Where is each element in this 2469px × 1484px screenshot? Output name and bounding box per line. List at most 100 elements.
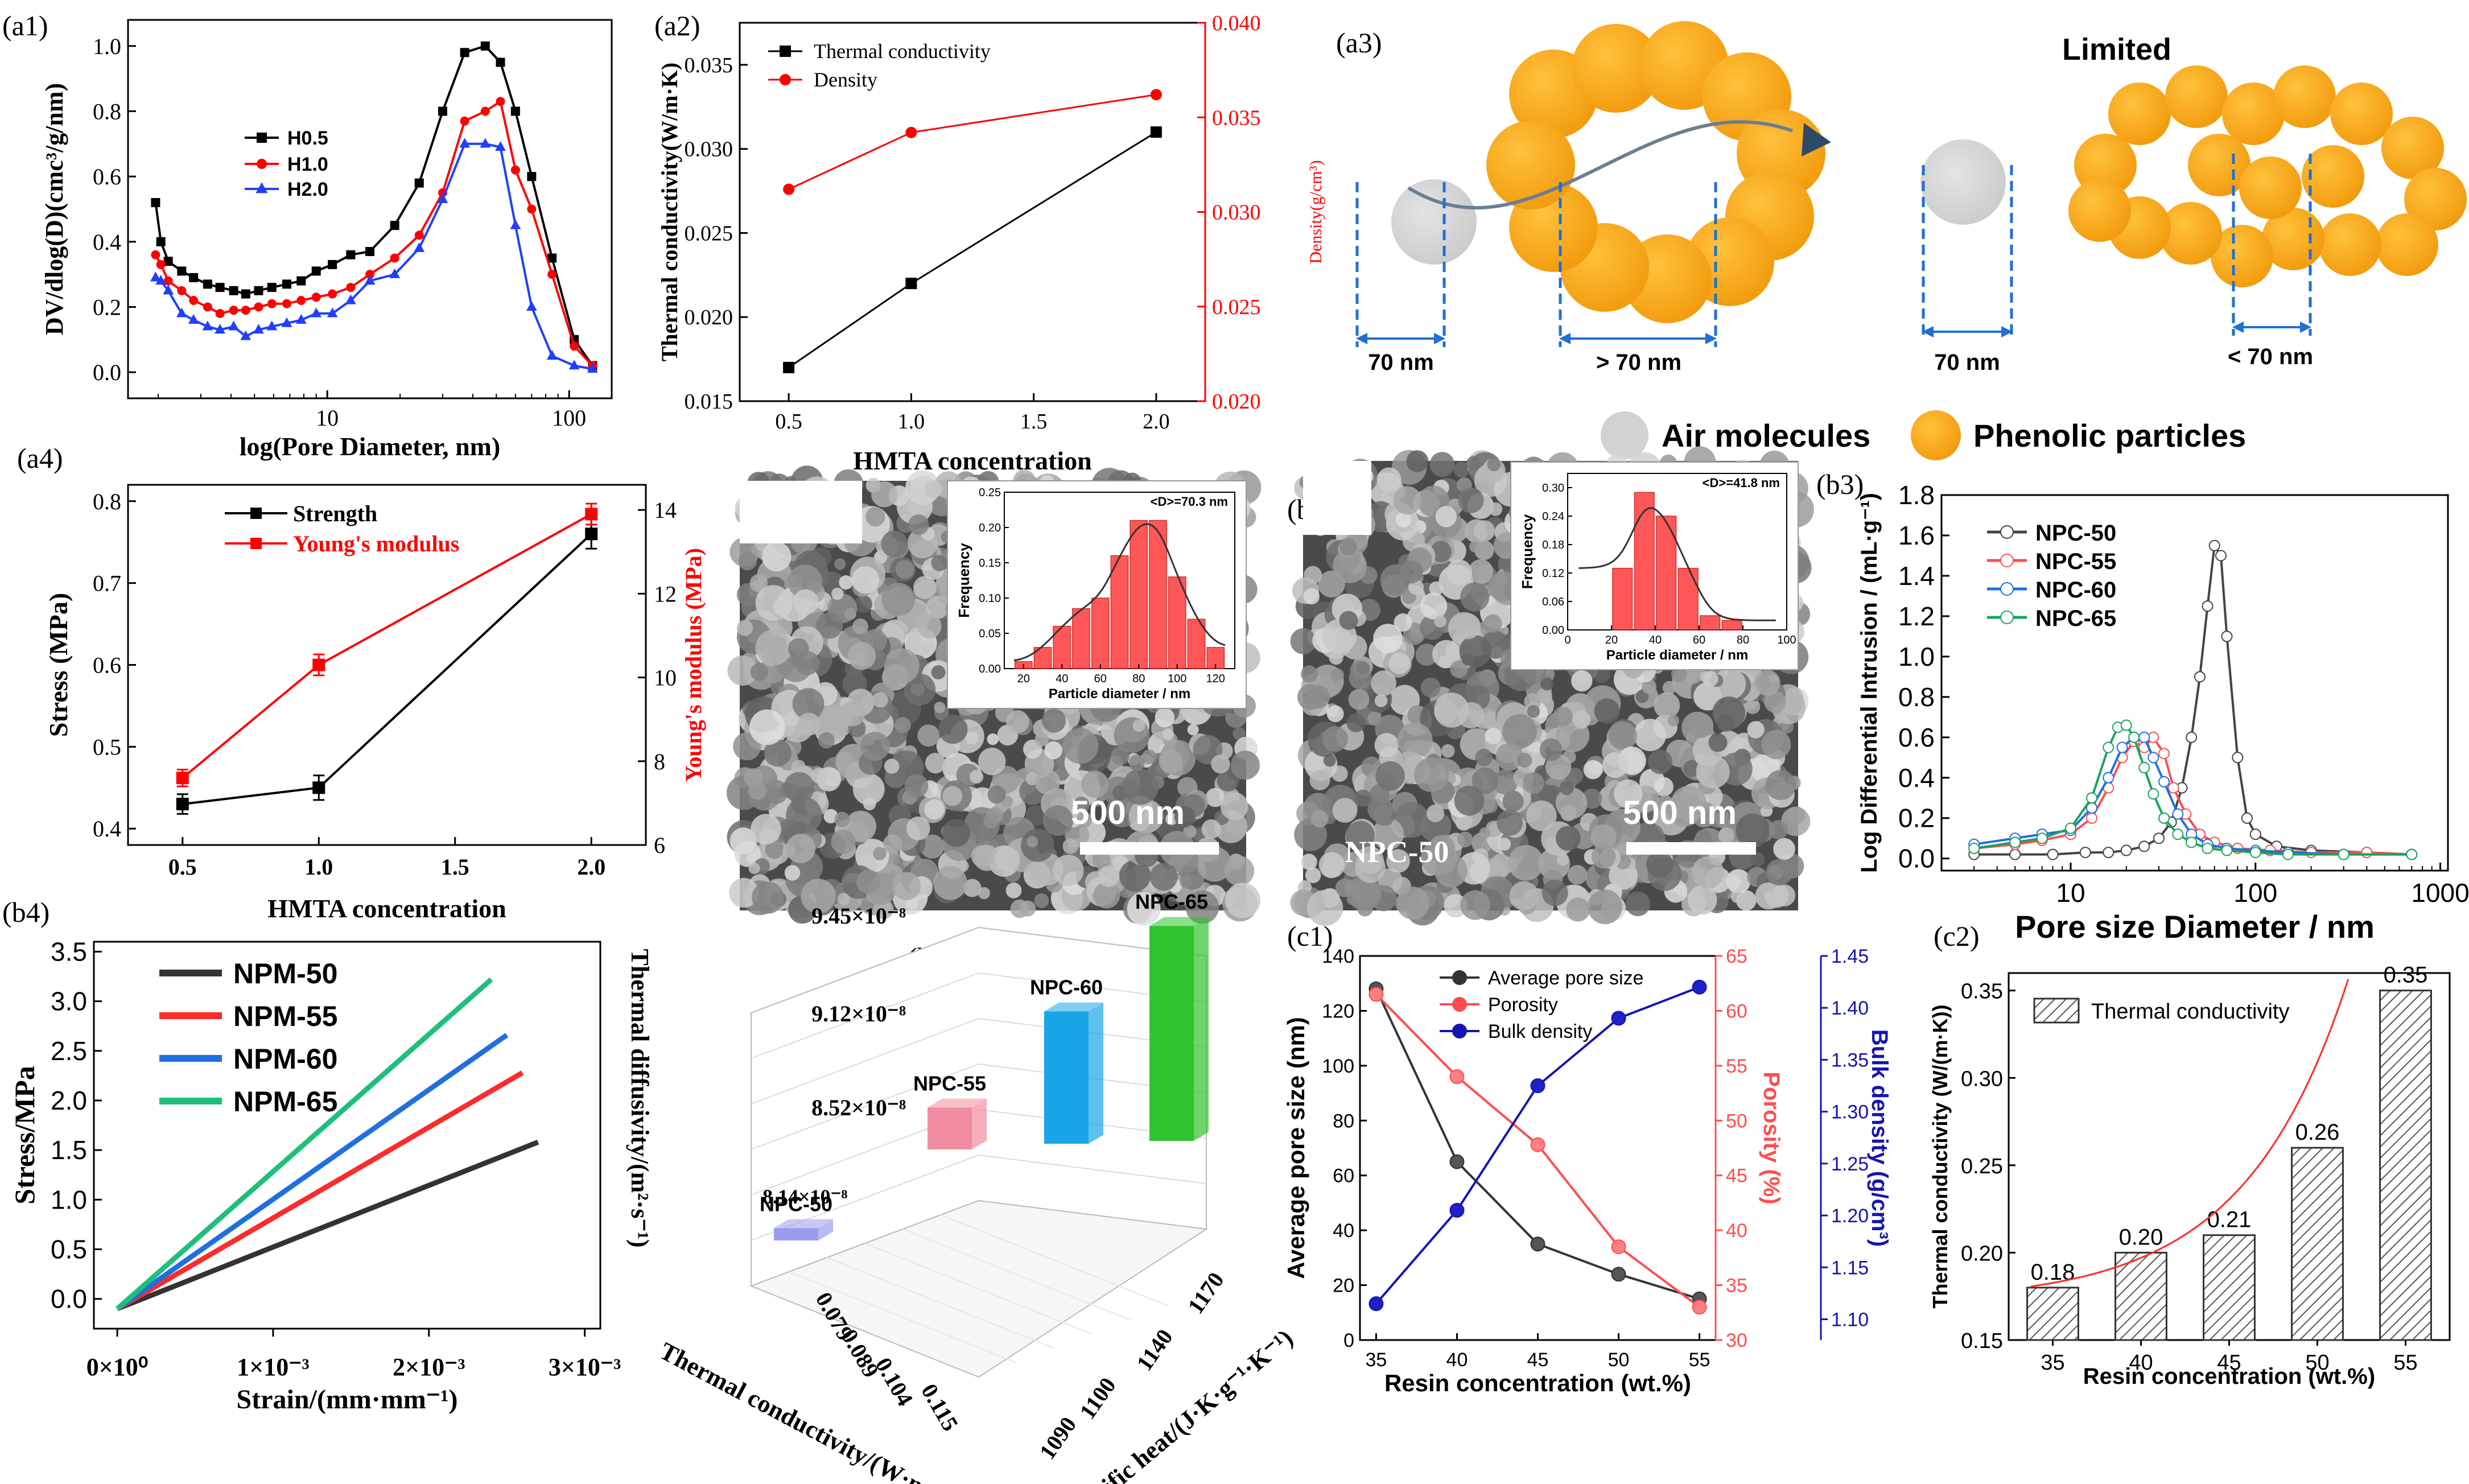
data-point-H0.5 — [547, 253, 557, 263]
bar-top-NPC-60 — [1044, 1002, 1103, 1012]
sem-particle — [1471, 767, 1498, 794]
schematic-title: Limited — [2062, 32, 2171, 67]
sem-particle — [1397, 723, 1433, 759]
sem-particle — [1339, 611, 1358, 630]
data-point-NPC-65 — [2086, 792, 2098, 804]
sem-particle — [934, 702, 946, 714]
x-axis-label: Strain/(mm·mm⁻¹) — [237, 1384, 458, 1415]
data-point-H2.0 — [327, 307, 338, 318]
sem-particle — [1374, 733, 1399, 757]
sem-particle — [1718, 827, 1734, 843]
gridline — [864, 1243, 1093, 1335]
sem-particle — [920, 834, 945, 859]
legend-label: NPM-60 — [233, 1043, 337, 1075]
diffusion-arrow-head — [1802, 123, 1831, 156]
data-point-NPC-55 — [2167, 782, 2179, 794]
bar-side-NPC-55 — [972, 1098, 987, 1149]
y2-tick-label: 35 — [1726, 1275, 1747, 1297]
inset-y-tick-label: 0.06 — [1542, 596, 1564, 608]
data-point-Young's modulus — [312, 658, 325, 671]
histogram-bar — [1149, 520, 1167, 669]
y-tick-label: 1.0 — [51, 1185, 87, 1214]
y-tick-label: 0.4 — [1898, 763, 1935, 793]
data-point-H0.5 — [414, 178, 424, 188]
sem-particle — [1155, 707, 1175, 728]
sem-particle — [1754, 670, 1780, 696]
bar-value-label: 0.35 — [2384, 963, 2428, 988]
data-point-NPC-65 — [2172, 828, 2184, 840]
sem-particle — [1339, 538, 1357, 556]
bar-45 — [2203, 1234, 2256, 1341]
sem-particle — [1495, 743, 1524, 771]
data-point-NPC-50 — [2047, 848, 2059, 860]
legend-label: NPM-55 — [233, 1000, 337, 1032]
sem-particle — [926, 596, 949, 619]
sem-particle — [1415, 644, 1438, 666]
bar-NPC-50 — [774, 1228, 818, 1240]
y-tick-label: 2.0 — [51, 1086, 87, 1115]
data-point-H0.5 — [480, 41, 490, 51]
x-tick-label: 0.115 — [916, 1379, 963, 1436]
phenolic-particle-small — [2404, 168, 2467, 230]
histogram-bar — [1110, 555, 1129, 669]
sem-particle — [793, 589, 819, 615]
sem-particle — [1073, 797, 1090, 814]
y3-tick-label: 1.20 — [1831, 1205, 1869, 1227]
histogram-bar — [1677, 567, 1699, 630]
inset-histogram-b1: 0.00 0.05 0.10 0.15 0.20 0.25 20 40 60 80 100 120 Pa… — [947, 480, 1247, 709]
legend-label: Young's modulus — [293, 531, 459, 556]
gridline — [751, 1018, 979, 1104]
sem-particle — [764, 739, 792, 767]
data-point-NPC-65 — [2158, 812, 2170, 824]
y2-axis-label: Porosity (%) — [1759, 1071, 1784, 1204]
data-point-H0.5 — [496, 57, 505, 67]
data-point-H0.5 — [438, 106, 447, 116]
y-tick-label: 1.5 — [51, 1135, 87, 1165]
phenolic-particle-small — [2159, 202, 2222, 265]
data-point-H2.0 — [281, 317, 292, 327]
sem-particle — [1696, 755, 1730, 789]
y3-tick-label: 1.30 — [1831, 1102, 1869, 1123]
sem-particle — [1557, 854, 1569, 866]
sem-particle — [987, 785, 1006, 804]
sem-particle — [1132, 719, 1145, 732]
data-point-H2.0 — [510, 219, 521, 229]
data-point-H1.0 — [177, 286, 187, 295]
series-line-NPM-65 — [116, 977, 493, 1311]
sem-particle — [1348, 689, 1370, 710]
sem-particle — [924, 799, 945, 820]
sem-image-b2: 0.00 0.06 0.12 0.18 0.24 0.30 0 20 40 60 80 100 Part… — [1290, 446, 1814, 926]
y2-tick-label: 45 — [1726, 1165, 1747, 1187]
bar-NPC-55 — [928, 1107, 972, 1149]
x-axis-label: Resin concentration (wt.%) — [1384, 1370, 1691, 1396]
sem-particle — [871, 481, 897, 508]
x-tick-label: 40 — [2129, 1351, 2153, 1375]
sem-particle — [873, 847, 887, 860]
data-point-H0.5 — [215, 283, 225, 292]
sem-particle — [1695, 830, 1712, 846]
plot-frame — [739, 22, 1206, 402]
gridline — [751, 1063, 979, 1150]
air-molecule — [1391, 179, 1477, 265]
inset-x-tick-label: 80 — [1132, 673, 1145, 685]
bar-NPC-65 — [1149, 926, 1194, 1141]
y2-tick-label: 60 — [1726, 1000, 1747, 1022]
y-tick-label: 1.4 — [1898, 561, 1935, 591]
data-point-NPC-65 — [2406, 848, 2418, 860]
y-tick-label: 20 — [1333, 1275, 1354, 1297]
legend-marker — [2000, 525, 2014, 539]
sem-particle — [1527, 705, 1540, 718]
z-tick-label: 9.45×10⁻⁸ — [811, 903, 906, 929]
data-point-Density — [1150, 89, 1162, 101]
series-line-H1.0 — [154, 100, 593, 367]
sem-particle — [811, 767, 828, 784]
data-point-Porosity — [1530, 1137, 1545, 1152]
legend-marker — [780, 46, 791, 57]
sem-particle — [1305, 867, 1321, 883]
sem-particle — [1081, 770, 1109, 798]
inset-x-tick-label: 60 — [1094, 673, 1107, 685]
sem-particle — [1736, 813, 1770, 848]
inset-y-axis-label: Frequency — [1519, 514, 1536, 589]
data-point-NPC-60 — [2172, 808, 2184, 820]
inset-annotation: <D>=41.8 nm — [1703, 476, 1780, 490]
